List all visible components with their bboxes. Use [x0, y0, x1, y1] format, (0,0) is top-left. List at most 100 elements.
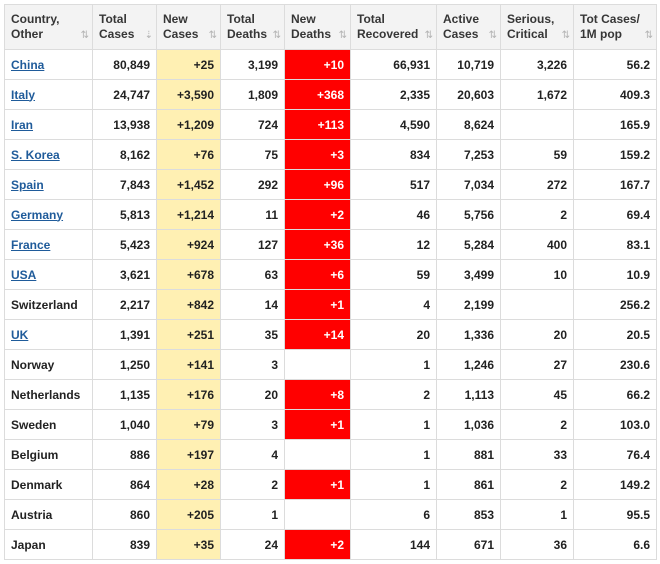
column-header-active-cases[interactable]: Active Cases ⇅ — [436, 4, 501, 50]
table-row: Netherlands 1,135 +176 20 +8 2 1,113 45 66.2 — [4, 379, 657, 410]
country-cell: Italy — [4, 79, 93, 110]
country-link[interactable]: USA — [11, 267, 37, 282]
total-recovered-cell: 2 — [350, 379, 437, 410]
total-recovered-cell: 144 — [350, 529, 437, 560]
serious-critical-cell: 10 — [500, 259, 574, 290]
header-line-2: Recovered — [357, 27, 419, 41]
country-name: Norway — [11, 357, 55, 372]
table-row: Japan 839 +35 24 +2 144 671 36 6.6 — [4, 529, 657, 560]
total-cases-cell: 5,813 — [92, 199, 157, 230]
cases-per-million-cell: 167.7 — [573, 169, 657, 200]
sort-icon: ⇅ — [561, 30, 571, 41]
column-header-new-deaths[interactable]: New Deaths ⇅ — [284, 4, 351, 50]
header-line-2: Other — [11, 27, 44, 41]
column-header-new-cases[interactable]: New Cases ⇅ — [156, 4, 221, 50]
new-cases-cell: +141 — [156, 349, 221, 380]
total-cases-cell: 1,391 — [92, 319, 157, 350]
total-recovered-cell: 4,590 — [350, 109, 437, 140]
total-recovered-cell: 1 — [350, 469, 437, 500]
new-deaths-cell: +1 — [284, 289, 351, 320]
new-cases-cell: +3,590 — [156, 79, 221, 110]
total-cases-cell: 860 — [92, 499, 157, 530]
new-cases-cell: +28 — [156, 469, 221, 500]
serious-critical-cell: 272 — [500, 169, 574, 200]
country-cell: Sweden — [4, 409, 93, 440]
header-row: Country, Other ⇅ Total Cases ⇣ New Cases ⇅ Tot… — [4, 4, 657, 50]
total-recovered-cell: 1 — [350, 439, 437, 470]
active-cases-cell: 5,756 — [436, 199, 501, 230]
country-cell: China — [4, 49, 93, 80]
cases-per-million-cell: 66.2 — [573, 379, 657, 410]
serious-critical-cell — [500, 289, 574, 320]
new-deaths-cell: +8 — [284, 379, 351, 410]
new-cases-cell: +251 — [156, 319, 221, 350]
table-row: France 5,423 +924 127 +36 12 5,284 400 83.1 — [4, 229, 657, 260]
country-name: Japan — [11, 537, 46, 552]
total-recovered-cell: 46 — [350, 199, 437, 230]
country-cell: USA — [4, 259, 93, 290]
country-cell: Switzerland — [4, 289, 93, 320]
column-header-total-recovered[interactable]: Total Recovered ⇅ — [350, 4, 437, 50]
header-line-2: Critical — [507, 27, 548, 41]
table-row: Austria 860 +205 1 6 853 1 95.5 — [4, 499, 657, 530]
country-cell: Netherlands — [4, 379, 93, 410]
column-header-total-cases[interactable]: Total Cases ⇣ — [92, 4, 157, 50]
total-recovered-cell: 1 — [350, 349, 437, 380]
active-cases-cell: 1,246 — [436, 349, 501, 380]
serious-critical-cell: 400 — [500, 229, 574, 260]
total-cases-cell: 839 — [92, 529, 157, 560]
country-link[interactable]: Germany — [11, 207, 64, 222]
new-deaths-cell: +2 — [284, 199, 351, 230]
serious-critical-cell: 33 — [500, 439, 574, 470]
country-cell: Denmark — [4, 469, 93, 500]
serious-critical-cell: 3,226 — [500, 49, 574, 80]
active-cases-cell: 1,336 — [436, 319, 501, 350]
total-deaths-cell: 14 — [220, 289, 285, 320]
country-link[interactable]: Iran — [11, 117, 34, 132]
new-cases-cell: +176 — [156, 379, 221, 410]
header-line-1: Total — [357, 12, 385, 26]
serious-critical-cell: 2 — [500, 469, 574, 500]
new-cases-cell: +924 — [156, 229, 221, 260]
new-cases-cell: +842 — [156, 289, 221, 320]
active-cases-cell: 8,624 — [436, 109, 501, 140]
header-line-1: Total — [227, 12, 255, 26]
country-cell: Norway — [4, 349, 93, 380]
sort-desc-icon: ⇣ — [144, 30, 154, 41]
new-deaths-cell — [284, 349, 351, 380]
total-cases-cell: 80,849 — [92, 49, 157, 80]
column-header-serious-critical[interactable]: Serious, Critical ⇅ — [500, 4, 574, 50]
new-cases-cell: +1,214 — [156, 199, 221, 230]
column-header-country[interactable]: Country, Other ⇅ — [4, 4, 93, 50]
column-header-cases-per-million[interactable]: Tot Cases/1M pop ⇅ — [573, 4, 657, 50]
country-name: Denmark — [11, 477, 63, 492]
country-link[interactable]: S. Korea — [11, 147, 60, 162]
total-deaths-cell: 292 — [220, 169, 285, 200]
country-link[interactable]: Spain — [11, 177, 44, 192]
total-deaths-cell: 3,199 — [220, 49, 285, 80]
sort-icon: ⇅ — [488, 30, 498, 41]
new-deaths-cell: +2 — [284, 529, 351, 560]
country-link[interactable]: UK — [11, 327, 29, 342]
country-link[interactable]: China — [11, 57, 45, 72]
total-cases-cell: 1,250 — [92, 349, 157, 380]
header-line-1: Tot Cases/ — [580, 12, 640, 26]
column-header-total-deaths[interactable]: Total Deaths ⇅ — [220, 4, 285, 50]
table-row: S. Korea 8,162 +76 75 +3 834 7,253 59 159.2 — [4, 139, 657, 170]
active-cases-cell: 881 — [436, 439, 501, 470]
active-cases-cell: 1,036 — [436, 409, 501, 440]
serious-critical-cell: 2 — [500, 199, 574, 230]
country-link[interactable]: France — [11, 237, 51, 252]
total-cases-cell: 2,217 — [92, 289, 157, 320]
country-link[interactable]: Italy — [11, 87, 36, 102]
table-row: Switzerland 2,217 +842 14 +1 4 2,199 256.2 — [4, 289, 657, 320]
new-deaths-cell — [284, 499, 351, 530]
total-deaths-cell: 20 — [220, 379, 285, 410]
country-cell: Iran — [4, 109, 93, 140]
total-cases-cell: 24,747 — [92, 79, 157, 110]
header-line-1: Total — [99, 12, 127, 26]
cases-per-million-cell: 159.2 — [573, 139, 657, 170]
active-cases-cell: 20,603 — [436, 79, 501, 110]
header-line-1: Serious, — [507, 12, 555, 26]
serious-critical-cell: 36 — [500, 529, 574, 560]
